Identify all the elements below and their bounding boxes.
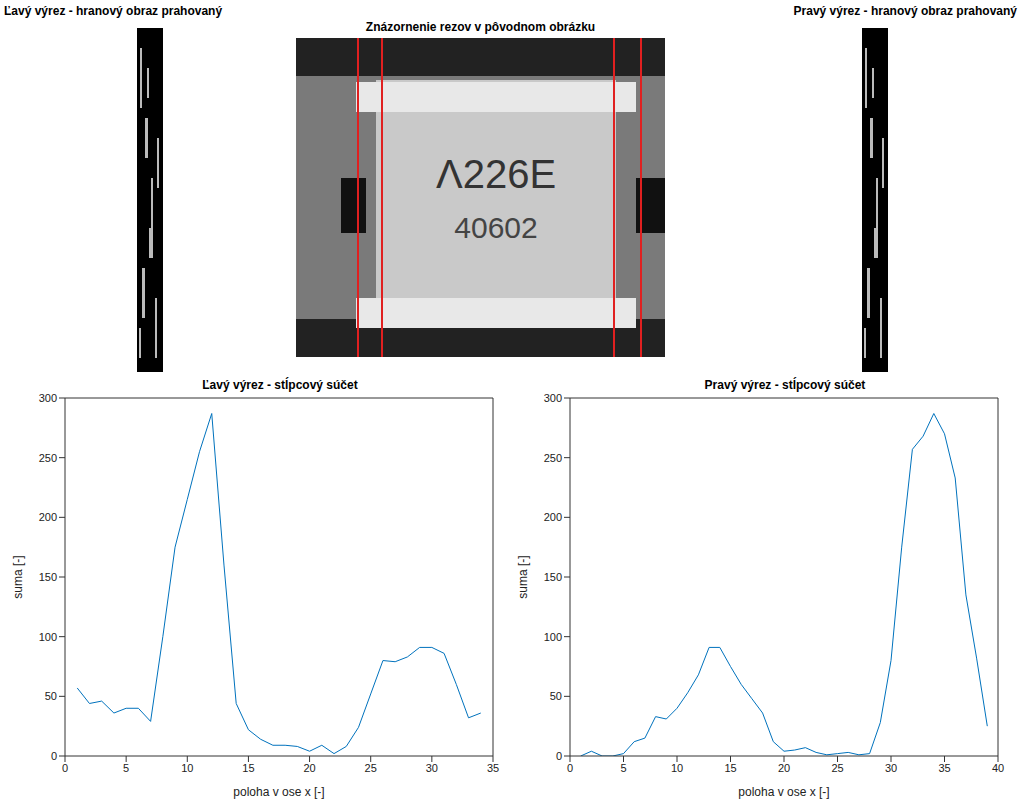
svg-text:250: 250 xyxy=(39,452,57,464)
svg-text:40: 40 xyxy=(992,762,1004,774)
html-text:Pravý výrez - stĺpcový súčet: Pravý výrez - stĺpcový súčet xyxy=(704,378,866,392)
svg-text:50: 50 xyxy=(45,690,57,702)
svg-text:suma [-]: suma [-] xyxy=(11,555,25,598)
svg-text:35: 35 xyxy=(487,762,499,774)
svg-text:250: 250 xyxy=(544,452,562,464)
html-text:Pravý výrez - hranový obraz pr: Pravý výrez - hranový obraz prahovaný xyxy=(793,4,1017,18)
svg-text:20: 20 xyxy=(778,762,790,774)
svg-text:50: 50 xyxy=(550,690,562,702)
svg-text:5: 5 xyxy=(620,762,626,774)
svg-text:15: 15 xyxy=(242,762,254,774)
svg-text:10: 10 xyxy=(181,762,193,774)
svg-text:100: 100 xyxy=(39,631,57,643)
svg-text:25: 25 xyxy=(831,762,843,774)
svg-text:suma [-]: suma [-] xyxy=(516,555,530,598)
svg-text:150: 150 xyxy=(39,571,57,583)
svg-text:150: 150 xyxy=(544,571,562,583)
svg-text:100: 100 xyxy=(544,631,562,643)
svg-text:200: 200 xyxy=(39,511,57,523)
svg-text:30: 30 xyxy=(426,762,438,774)
svg-text:Λ226E: Λ226E xyxy=(436,152,556,196)
svg-text:200: 200 xyxy=(544,511,562,523)
svg-text:300: 300 xyxy=(39,392,57,404)
svg-text:20: 20 xyxy=(303,762,315,774)
svg-text:40602: 40602 xyxy=(454,211,537,244)
svg-text:35: 35 xyxy=(938,762,950,774)
svg-text:0: 0 xyxy=(556,750,562,762)
svg-text:15: 15 xyxy=(724,762,736,774)
svg-text:0: 0 xyxy=(62,762,68,774)
html-text:Znázornenie rezov v pôvodnom o: Znázornenie rezov v pôvodnom obrázku xyxy=(365,20,596,34)
html-text:Ľavý výrez - hranový obraz pra: Ľavý výrez - hranový obraz prahovaný xyxy=(4,4,223,18)
svg-text:0: 0 xyxy=(567,762,573,774)
svg-text:10: 10 xyxy=(671,762,683,774)
svg-text:poloha v ose x [-]: poloha v ose x [-] xyxy=(233,785,324,799)
svg-text:25: 25 xyxy=(365,762,377,774)
svg-text:0: 0 xyxy=(51,750,57,762)
svg-text:5: 5 xyxy=(123,762,129,774)
svg-text:30: 30 xyxy=(885,762,897,774)
svg-text:300: 300 xyxy=(544,392,562,404)
svg-text:poloha v ose x [-]: poloha v ose x [-] xyxy=(738,785,829,799)
html-text:Ľavý výrez - stĺpcový súčet: Ľavý výrez - stĺpcový súčet xyxy=(202,378,358,392)
